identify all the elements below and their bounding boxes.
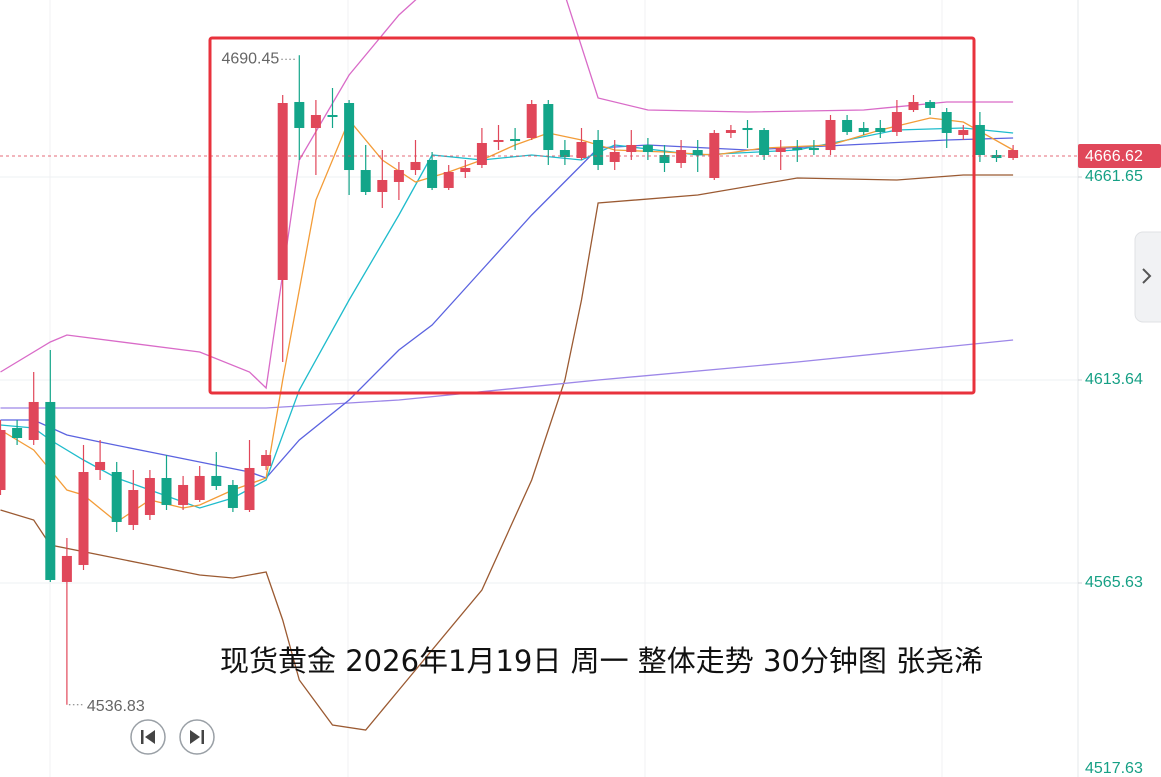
candle-body <box>12 427 23 439</box>
series-layer <box>0 0 1014 731</box>
next-icon-bar[interactable] <box>201 730 205 744</box>
y-tick-label: 4517.63 <box>1085 760 1143 777</box>
candle-body <box>493 139 504 142</box>
candle-body <box>626 144 637 153</box>
candle-body <box>111 471 122 522</box>
candle-body <box>593 139 604 165</box>
candles-layer: 4690.45 4536.83 <box>0 50 1078 715</box>
candle-body <box>659 155 670 163</box>
indicator-line <box>0 117 1014 523</box>
candle-body <box>78 471 89 565</box>
candle-body <box>310 115 321 128</box>
candle-body <box>526 104 537 139</box>
next-icon[interactable] <box>190 730 200 744</box>
price-axis: 4661.65 4613.64 4565.63 4517.63 4666.62 <box>1078 143 1161 777</box>
last-price-tag <box>1078 143 1161 168</box>
candle-body <box>476 142 487 165</box>
candle-body <box>327 115 338 117</box>
candle-body <box>244 467 255 511</box>
low-label: 4536.83 <box>87 698 145 715</box>
candle-body <box>194 475 205 500</box>
candle-body <box>227 484 238 508</box>
candle-body <box>95 461 106 471</box>
candle-body <box>393 170 404 182</box>
candle-body <box>792 147 803 151</box>
candle-body <box>45 401 56 580</box>
candle-body <box>725 130 736 133</box>
candle-body <box>277 102 288 280</box>
candle-body <box>842 119 853 133</box>
indicator-line <box>0 137 1014 479</box>
candle-body <box>28 401 39 440</box>
candle-body <box>61 555 72 582</box>
candle-body <box>559 150 570 157</box>
candle-body <box>642 144 653 153</box>
highlight-box <box>208 36 976 395</box>
candle-body <box>410 161 421 171</box>
candle-body <box>908 101 919 111</box>
candle-body <box>692 150 703 156</box>
candle-body <box>377 179 388 193</box>
candle-body <box>676 150 687 163</box>
candle-body <box>0 430 6 491</box>
candle-body <box>991 155 1002 159</box>
candle-body <box>609 152 620 162</box>
y-tick-label: 4565.63 <box>1085 574 1143 591</box>
candle-body <box>178 484 189 505</box>
candle-body <box>576 141 587 159</box>
candle-body <box>344 102 355 171</box>
indicator-line <box>0 127 1014 509</box>
y-tick-label: 4661.65 <box>1085 168 1143 185</box>
candle-body <box>144 478 155 515</box>
candle-body <box>261 454 272 466</box>
candle-body <box>742 127 753 131</box>
candle-body <box>211 475 222 486</box>
candle-body <box>128 490 139 525</box>
prev-icon-bar[interactable] <box>141 730 144 744</box>
candle-body <box>891 112 902 133</box>
candle-body <box>294 101 305 128</box>
candle-body <box>974 124 985 156</box>
candle-body <box>941 112 952 133</box>
prev-icon[interactable] <box>145 730 155 744</box>
side-panel-toggle[interactable] <box>1134 231 1161 323</box>
candle-body <box>775 147 786 153</box>
candle-body <box>543 104 554 151</box>
chevron-icon[interactable] <box>1142 268 1152 284</box>
candle-body <box>510 138 521 142</box>
indicator-line <box>0 0 1014 390</box>
y-tick-label: 4613.64 <box>1085 371 1143 388</box>
candle-body <box>759 130 770 156</box>
candle-body <box>460 167 471 173</box>
indicator-line <box>0 339 1014 409</box>
candle-body <box>1008 150 1019 159</box>
candle-body <box>925 101 936 108</box>
last-price-label: 4666.62 <box>1085 148 1143 165</box>
indicator-line <box>0 174 1014 731</box>
candle-body <box>360 170 371 193</box>
prev-button[interactable] <box>130 719 166 755</box>
high-label: 4690.45 <box>221 50 279 67</box>
candle-body <box>808 147 819 151</box>
candle-body <box>875 127 886 133</box>
next-button[interactable] <box>179 719 215 755</box>
candle-body <box>858 127 869 133</box>
candle-body <box>825 119 836 151</box>
candle-body <box>161 478 172 505</box>
candle-body <box>427 159 438 188</box>
candle-body <box>443 172 454 188</box>
candle-body <box>958 130 969 136</box>
chart-title: 现货黄金 2026年1月19日 周一 整体走势 30分钟图 张尧浠 <box>220 644 983 678</box>
